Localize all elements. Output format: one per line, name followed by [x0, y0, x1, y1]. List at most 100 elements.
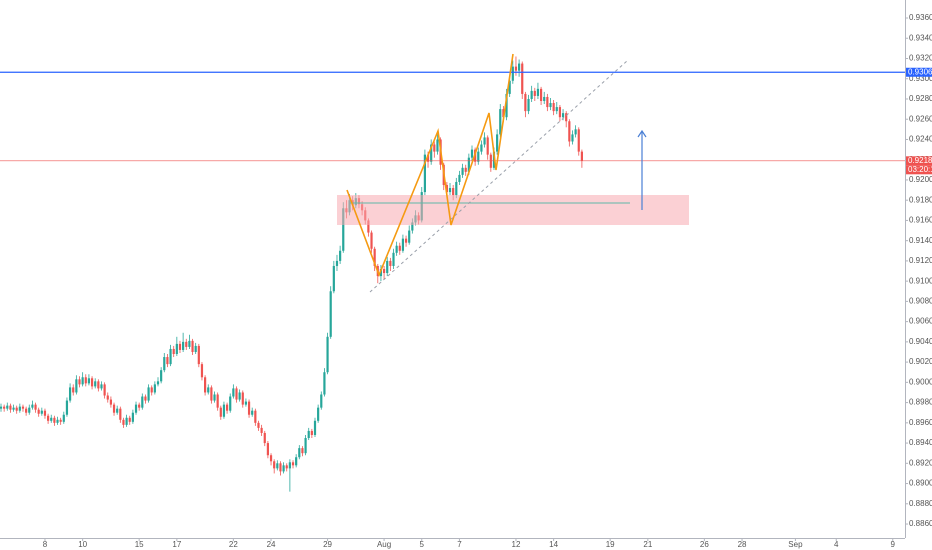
candle-body [269, 455, 273, 462]
candle-body [291, 462, 295, 466]
target-arrow-head [637, 129, 647, 138]
candle-body [332, 265, 335, 292]
candle-body [382, 269, 386, 274]
candle-body [398, 245, 401, 251]
candle-body [56, 419, 59, 423]
candle-body [517, 63, 521, 71]
candle-body [47, 415, 50, 421]
candle-body [521, 63, 524, 94]
candle-body [533, 90, 536, 96]
candle-body [138, 404, 141, 408]
candle-body [499, 109, 502, 135]
candle-body [131, 412, 134, 422]
candle-body [141, 396, 144, 408]
candle-body [260, 427, 263, 433]
trendline [369, 59, 629, 293]
candle-body [298, 448, 301, 458]
candle-body [483, 137, 486, 145]
candle-body [225, 404, 229, 411]
candle-body [423, 154, 426, 193]
candle-body [555, 107, 558, 112]
candle-body [266, 443, 270, 456]
candle-body [392, 252, 395, 266]
candle-body [109, 399, 113, 405]
candle-body [134, 404, 138, 413]
candle-body [106, 395, 109, 400]
candle-body [112, 404, 116, 413]
candle-body [21, 406, 25, 409]
candle-body [18, 406, 21, 411]
candle-body [31, 404, 34, 408]
candle-body [574, 129, 577, 135]
candle-body [185, 341, 188, 347]
candle-body [238, 392, 241, 400]
candle-body [128, 417, 131, 422]
candle-body [90, 378, 94, 387]
candle-body [367, 220, 370, 233]
candle-body [204, 377, 207, 393]
candle-body [0, 406, 3, 409]
x-tick-label: 4 [834, 540, 839, 549]
candle-body [241, 392, 244, 405]
candle-body [72, 387, 75, 393]
candle-body [335, 260, 339, 266]
candle-body [295, 457, 298, 466]
x-tick-label: 12 [512, 540, 521, 549]
candle-body [78, 379, 81, 385]
x-tick-label: 7 [457, 540, 462, 549]
candle-body [461, 167, 464, 175]
drawings [337, 53, 689, 293]
candle-body [288, 462, 291, 469]
candle-body [395, 245, 398, 253]
candle-body [445, 185, 448, 193]
x-tick-label: 15 [135, 540, 144, 549]
candle-body [244, 401, 248, 405]
x-tick-label: 14 [549, 540, 558, 549]
y-tick-label: 0.93600 [909, 13, 932, 22]
candle-body [389, 260, 392, 266]
candle-body [307, 430, 310, 439]
candle-body [12, 407, 15, 410]
candle-body [194, 345, 197, 352]
candle-body [100, 384, 103, 389]
candle-body [546, 96, 549, 108]
candle-body [480, 144, 483, 152]
candle-body [489, 154, 492, 168]
x-tick-label: 22 [229, 540, 238, 549]
candle-body [452, 188, 455, 196]
candle-body [213, 394, 216, 401]
x-tick-label: 8 [43, 540, 48, 549]
x-tick-label: 21 [643, 540, 652, 549]
candle-body [373, 248, 376, 266]
candle-body [119, 408, 122, 420]
candle-body [125, 417, 128, 425]
candle-body [175, 343, 178, 355]
candle-body [169, 348, 172, 365]
candle-body [37, 409, 40, 414]
candle-body [163, 357, 166, 371]
candle-body [156, 381, 160, 385]
candle-body [172, 348, 175, 355]
candle-body [276, 463, 279, 469]
price-level-label: 0.93064 [908, 67, 932, 76]
candle-body [342, 208, 345, 251]
candle-body [59, 419, 62, 422]
candle-body [229, 396, 232, 411]
candle-body [379, 269, 383, 277]
x-tick-label: 26 [700, 540, 709, 549]
candle-body [207, 387, 210, 393]
candle-body [411, 222, 414, 231]
candle-body [561, 113, 565, 118]
candle-body [502, 109, 505, 118]
candle-body [75, 379, 78, 393]
candle-body [251, 410, 254, 415]
candle-body [558, 107, 562, 118]
